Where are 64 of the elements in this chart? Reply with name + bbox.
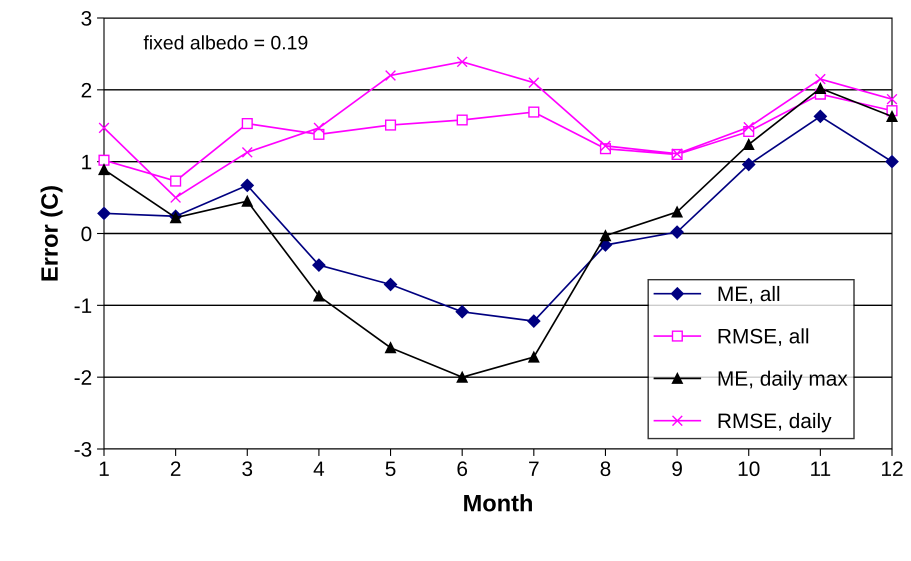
x-tick-label: 2	[170, 461, 180, 476]
x-tick-label: 1	[100, 462, 109, 476]
point	[600, 230, 612, 242]
point	[456, 372, 468, 383]
point	[528, 351, 540, 363]
point	[313, 122, 324, 134]
x-tick-label: 11	[811, 462, 830, 476]
x-tick-label: 4	[314, 462, 324, 476]
x-tick-label: 6	[457, 461, 468, 476]
legend-label: RMSE, all	[718, 328, 808, 346]
x-tick-label: 9	[672, 461, 682, 476]
point	[743, 122, 754, 133]
point	[527, 314, 540, 328]
x-tick-label: 7	[529, 462, 539, 476]
point	[814, 110, 827, 123]
point	[240, 178, 254, 192]
x-tick-label: 8	[600, 461, 610, 476]
y-tick-label: 0	[81, 226, 92, 242]
point	[313, 290, 324, 302]
y-axis-title: Error (C)	[40, 186, 63, 280]
x-axis-title: Month	[464, 494, 532, 512]
y-tick-label: -2	[74, 370, 92, 385]
point	[885, 155, 899, 168]
point	[528, 77, 540, 88]
point	[170, 192, 182, 204]
point	[886, 110, 898, 122]
point	[97, 206, 111, 220]
point	[672, 206, 683, 218]
legend-label: ME, daily max	[718, 370, 848, 390]
x-tick-label: 5	[386, 462, 396, 476]
point	[814, 82, 826, 94]
point	[98, 164, 110, 176]
x-tick-label: 3	[242, 461, 252, 476]
point	[242, 118, 253, 130]
point	[886, 94, 898, 105]
point	[814, 74, 826, 85]
point	[384, 119, 396, 131]
point	[242, 196, 253, 207]
point	[456, 305, 469, 318]
point	[170, 212, 182, 224]
point	[456, 56, 468, 68]
annotation: fixed albedo = 0.19	[144, 35, 308, 50]
point	[384, 342, 396, 354]
legend-label: ME, all	[718, 286, 780, 304]
y-tick-label: 1	[82, 154, 92, 170]
point	[170, 176, 182, 187]
point	[456, 114, 468, 126]
y-tick-label: -3	[74, 442, 92, 457]
point	[312, 258, 326, 272]
point	[528, 106, 540, 118]
point	[384, 70, 396, 82]
point	[384, 278, 398, 292]
y-tick-label: 3	[81, 11, 92, 26]
point	[743, 138, 754, 150]
y-tick-label: -1	[74, 298, 92, 313]
y-tick-label: 2	[82, 82, 92, 98]
point	[670, 225, 684, 239]
point	[242, 146, 253, 158]
x-tick-label: 10	[738, 461, 760, 476]
point	[600, 140, 612, 152]
point	[742, 158, 756, 172]
legend-label: RMSE, daily	[718, 412, 832, 432]
point	[98, 122, 110, 134]
x-tick-label: 12	[882, 461, 903, 476]
